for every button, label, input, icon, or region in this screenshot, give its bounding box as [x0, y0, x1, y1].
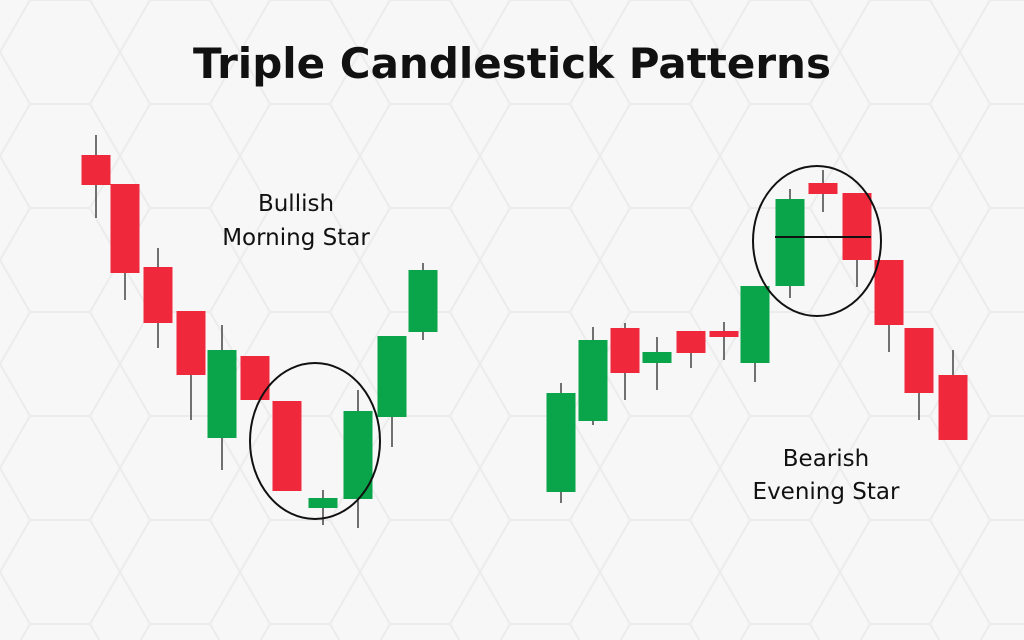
candle-body	[775, 199, 805, 286]
candle-body	[610, 328, 640, 373]
candle-body	[308, 498, 338, 508]
pattern-label: Morning Star	[222, 225, 370, 251]
highlight-ellipse	[249, 362, 381, 520]
candle-body	[377, 336, 407, 417]
candle-body	[272, 401, 302, 491]
candle-body	[842, 193, 872, 260]
candle-body	[740, 286, 770, 363]
candle-body	[874, 260, 904, 325]
title: Triple Candlestick Patterns	[193, 39, 831, 88]
candle-body	[408, 270, 438, 332]
candle-body	[808, 183, 838, 194]
pattern-label: Bearish	[783, 446, 869, 472]
highlight-ellipse	[752, 165, 882, 317]
pattern-label: Bullish	[258, 191, 334, 217]
candle-body	[110, 184, 140, 273]
candle-body	[709, 331, 739, 337]
candle-body	[176, 311, 206, 375]
pattern-label: Evening Star	[753, 479, 900, 505]
candle-body	[143, 267, 173, 323]
candle-body	[642, 352, 672, 363]
candle-body	[207, 350, 237, 438]
candle-body	[938, 375, 968, 440]
candle-body	[343, 411, 373, 499]
candles	[81, 135, 968, 528]
candle-body	[904, 328, 934, 393]
candle-body	[81, 155, 111, 185]
candle-body	[240, 356, 270, 400]
candle-body	[546, 393, 576, 492]
candle-body	[578, 340, 608, 421]
candle-body	[676, 331, 706, 353]
